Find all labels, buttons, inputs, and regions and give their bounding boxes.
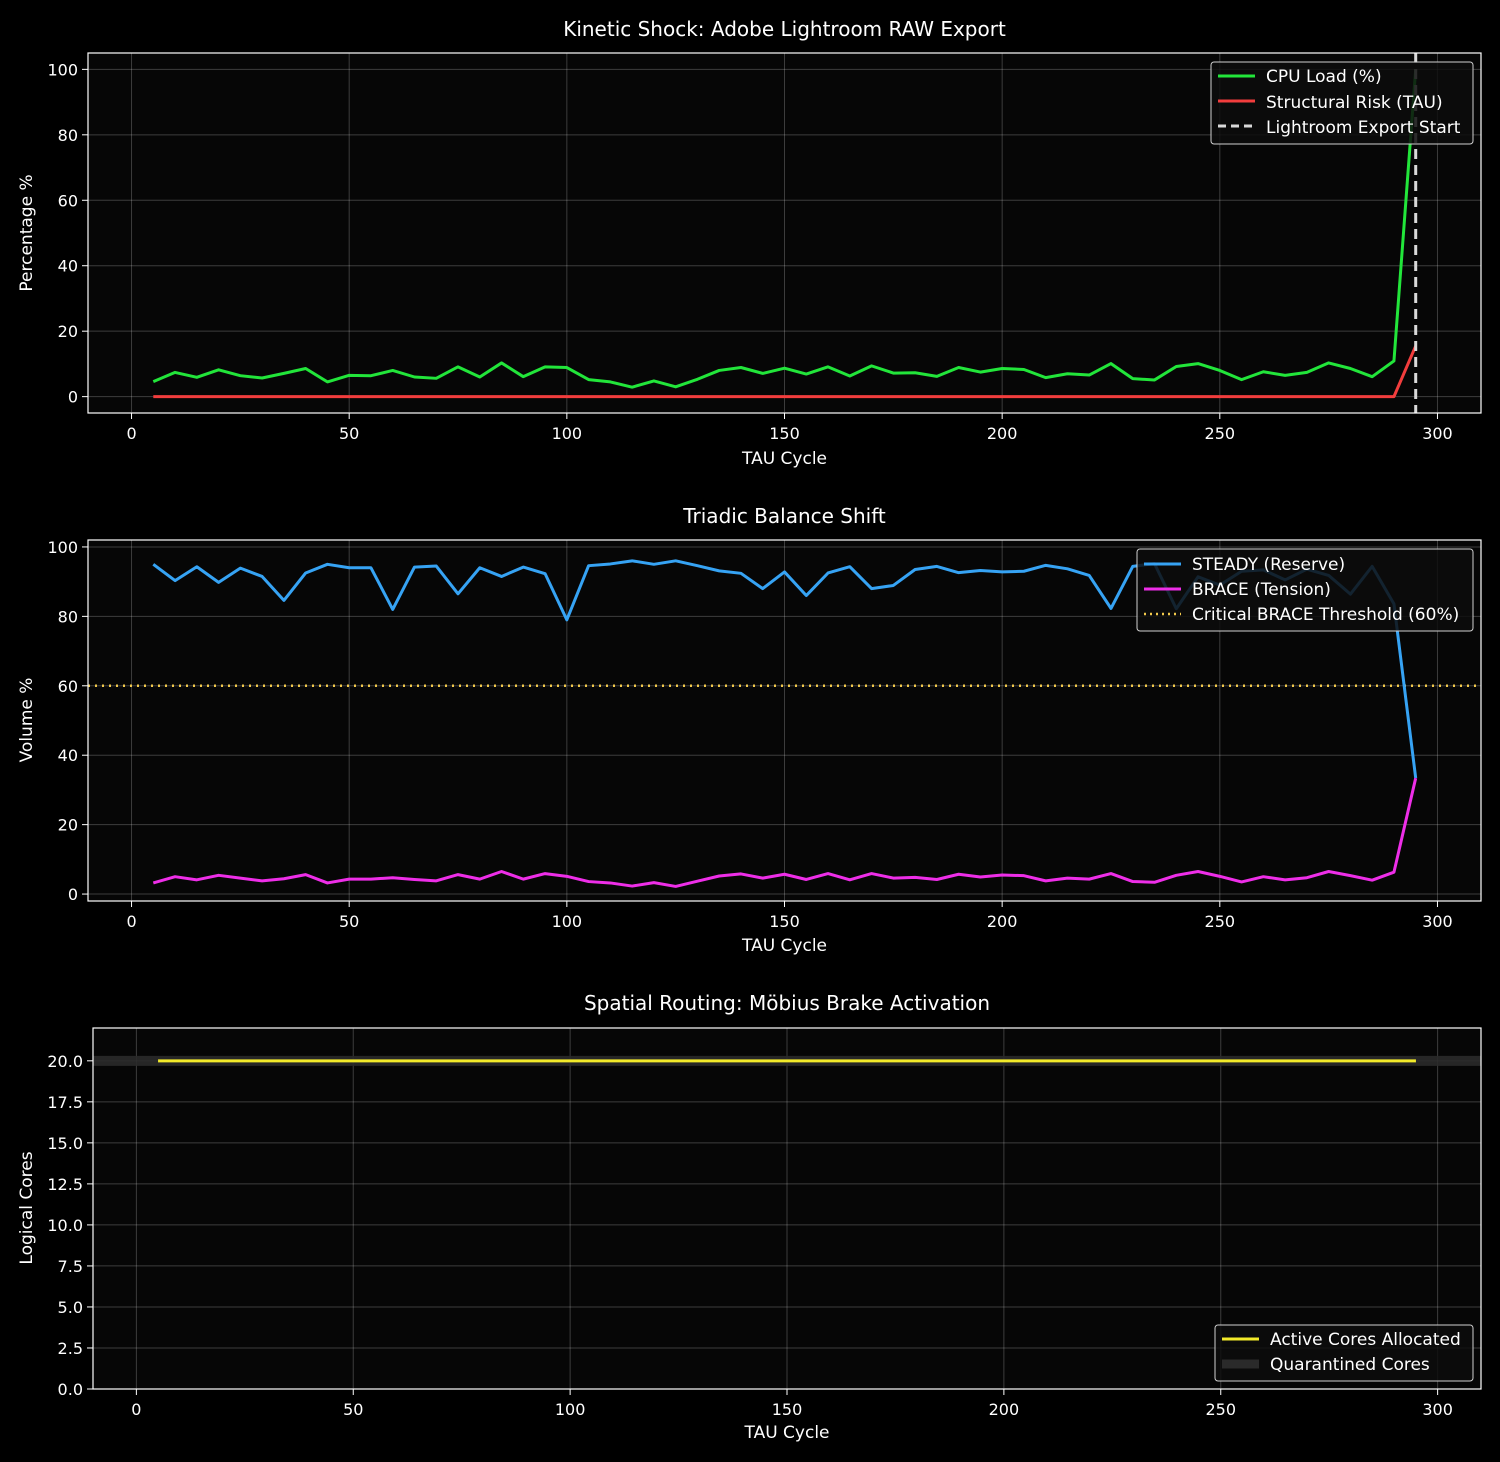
x-tick-label: 150 [772, 1400, 803, 1419]
x-tick-label: 150 [769, 912, 800, 931]
y-tick-label: 20.0 [47, 1052, 83, 1071]
x-tick-label: 150 [769, 424, 800, 443]
y-tick-label: 60 [58, 191, 78, 210]
legend-label-steady: STEADY (Reserve) [1192, 555, 1345, 575]
x-tick-label: 100 [552, 912, 583, 931]
x-tick-label: 300 [1422, 912, 1453, 931]
y-tick-label: 7.5 [58, 1257, 83, 1276]
x-axis-label: TAU Cycle [741, 936, 827, 956]
legend-label-threshold: Critical BRACE Threshold (60%) [1192, 605, 1459, 625]
y-tick-label: 80 [58, 126, 78, 145]
y-tick-label: 17.5 [47, 1093, 83, 1112]
legend-label-quarantined: Quarantined Cores [1270, 1355, 1430, 1375]
y-tick-label: 40 [58, 257, 78, 276]
x-tick-label: 250 [1205, 1400, 1236, 1419]
y-tick-label: 0 [68, 885, 78, 904]
y-tick-label: 40 [58, 746, 78, 765]
y-tick-label: 5.0 [58, 1298, 83, 1317]
y-tick-label: 0.0 [58, 1380, 83, 1399]
series-cpu-load [152, 69, 1418, 389]
legend-frame [1214, 1324, 1474, 1382]
x-tick-label: 300 [1422, 1400, 1453, 1419]
x-tick-label: 0 [131, 1400, 141, 1419]
x-tick-label: 50 [343, 1400, 363, 1419]
x-axis-label: TAU Cycle [741, 449, 827, 469]
x-tick-label: 50 [339, 912, 359, 931]
legend: Active Cores Allocated Quarantined Cores [1214, 1324, 1474, 1382]
x-tick-label: 0 [126, 912, 136, 931]
x-tick-label: 0 [126, 424, 136, 443]
legend-label-cpu-load: CPU Load (%) [1266, 67, 1382, 87]
x-tick-label: 300 [1422, 424, 1453, 443]
legend-frame [1210, 61, 1474, 145]
legend: STEADY (Reserve) BRACE (Tension) Critica… [1136, 548, 1474, 632]
series-brace-tension [152, 777, 1418, 888]
chart-title: Spatial Routing: Möbius Brake Activation [584, 991, 990, 1015]
x-tick-label: 250 [1205, 912, 1236, 931]
legend-label-active-cores: Active Cores Allocated [1270, 1330, 1461, 1350]
legend-label-export-start: Lightroom Export Start [1266, 118, 1461, 138]
axis-ticks: 0 50 100 150 200 250 300 0 20 40 60 80 100 [47, 538, 1452, 931]
y-tick-label: 20 [58, 816, 78, 835]
spatial-routing-chart: 0 50 100 150 200 250 300 0.0 2.5 5.0 7.5 10.0 12.5 15… [17, 991, 1482, 1443]
x-tick-label: 200 [987, 912, 1018, 931]
axis-ticks: 0 50 100 150 200 250 300 0.0 2.5 5.0 7.5 10.0 12.5 15… [47, 1052, 1453, 1419]
y-tick-label: 12.5 [47, 1175, 83, 1194]
legend-frame [1136, 548, 1474, 632]
chart-title: Triadic Balance Shift [682, 504, 886, 528]
x-axis-label: TAU Cycle [744, 1423, 830, 1443]
legend: CPU Load (%) Structural Risk (TAU) Light… [1210, 61, 1474, 145]
y-tick-label: 2.5 [58, 1339, 83, 1358]
x-tick-label: 200 [987, 424, 1018, 443]
x-tick-label: 250 [1205, 424, 1236, 443]
series-structural-risk-tau [153, 345, 1418, 399]
triadic-balance-chart: 0 50 100 150 200 250 300 0 20 40 60 80 100 Triadic B… [17, 504, 1482, 956]
x-tick-label: 50 [339, 424, 359, 443]
axis-ticks: 0 50 100 150 200 250 300 0 20 40 60 80 100 [47, 60, 1452, 443]
legend-label-brace: BRACE (Tension) [1192, 580, 1331, 600]
y-tick-label: 60 [58, 677, 78, 696]
y-tick-label: 20 [58, 322, 78, 341]
data-series [152, 53, 1418, 413]
y-tick-label: 80 [58, 607, 78, 626]
y-axis-label: Percentage % [17, 174, 37, 291]
legend-label-structural-risk: Structural Risk (TAU) [1266, 93, 1443, 113]
x-tick-label: 100 [552, 424, 583, 443]
chart-title: Kinetic Shock: Adobe Lightroom RAW Expor… [563, 17, 1006, 41]
y-axis-label: Logical Cores [17, 1151, 37, 1264]
y-axis-label: Volume % [17, 678, 37, 763]
y-tick-label: 10.0 [47, 1216, 83, 1235]
x-tick-label: 100 [555, 1400, 586, 1419]
x-tick-label: 200 [989, 1400, 1020, 1419]
y-tick-label: 100 [47, 60, 78, 79]
kinetic-shock-chart: 0 50 100 150 200 250 300 0 20 40 60 80 100 Kinetic S… [17, 17, 1482, 469]
y-tick-label: 15.0 [47, 1134, 83, 1153]
y-tick-label: 0 [68, 388, 78, 407]
y-tick-label: 100 [47, 538, 78, 557]
